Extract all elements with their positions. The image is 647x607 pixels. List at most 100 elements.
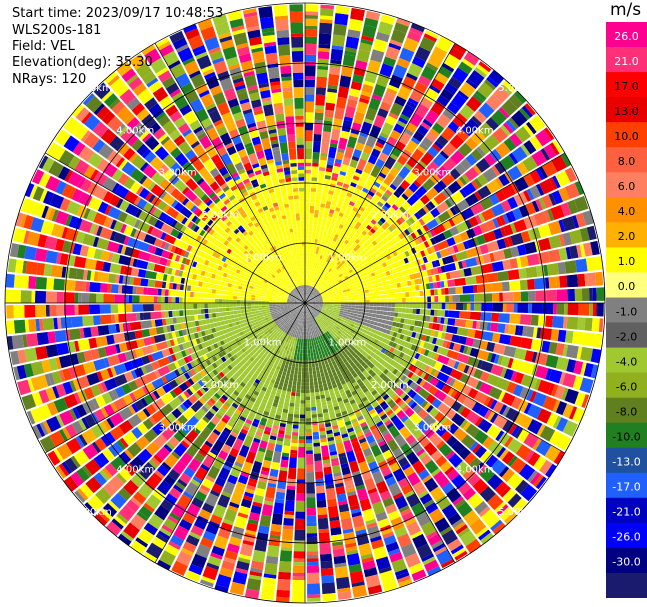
- gate: [333, 210, 340, 216]
- gate: [321, 192, 328, 198]
- gate: [338, 288, 343, 292]
- gate: [412, 222, 420, 230]
- gate: [364, 289, 369, 293]
- gate: [441, 295, 446, 302]
- gate: [412, 297, 417, 303]
- gate: [301, 367, 305, 372]
- gate: [345, 176, 352, 182]
- gate: [401, 203, 409, 211]
- gate: [426, 315, 431, 322]
- gate: [484, 283, 492, 293]
- gate: [287, 413, 294, 418]
- gate: [384, 303, 388, 307]
- gate: [362, 236, 369, 242]
- gate: [362, 279, 367, 284]
- gate: [402, 221, 410, 229]
- gate: [411, 331, 417, 338]
- gate: [319, 15, 333, 20]
- gate: [305, 342, 308, 347]
- gate: [337, 148, 345, 154]
- gate: [372, 252, 378, 258]
- gate: [334, 158, 343, 164]
- gate: [305, 346, 308, 350]
- gate: [430, 198, 439, 207]
- gate: [488, 69, 505, 85]
- gate: [305, 263, 307, 267]
- gate: [323, 268, 327, 273]
- gate: [310, 198, 316, 203]
- gate: [339, 75, 352, 88]
- gate: [308, 303, 313, 305]
- gate: [442, 257, 448, 265]
- gate: [368, 277, 374, 282]
- gate: [331, 202, 337, 207]
- gate: [352, 74, 364, 84]
- gate: [477, 82, 494, 99]
- gate: [319, 301, 323, 303]
- gate: [351, 305, 356, 308]
- gate: [305, 18, 318, 27]
- gate: [510, 223, 517, 234]
- gate: [416, 327, 422, 333]
- gate: [366, 299, 370, 303]
- gate: [401, 245, 408, 252]
- gate: [374, 270, 379, 276]
- gate: [322, 306, 327, 309]
- gate: [548, 249, 561, 263]
- gate: [455, 250, 469, 261]
- gate: [341, 205, 347, 211]
- gate: [322, 288, 326, 292]
- gate: [522, 326, 527, 337]
- gate: [309, 282, 312, 286]
- gate: [422, 205, 430, 214]
- gate: [386, 248, 392, 254]
- gate: [381, 224, 388, 231]
- gate: [318, 217, 323, 222]
- gate: [316, 499, 327, 508]
- gate: [598, 318, 604, 333]
- gate: [310, 399, 316, 404]
- gate: [454, 262, 460, 270]
- gate: [408, 216, 416, 224]
- gate: [367, 177, 375, 184]
- gate: [318, 274, 321, 278]
- gate: [411, 314, 416, 320]
- gate: [338, 267, 343, 272]
- gate: [315, 281, 319, 285]
- gate: [493, 343, 506, 355]
- gate: [416, 303, 421, 309]
- gate: [499, 334, 512, 345]
- gate: [346, 314, 351, 318]
- gate: [364, 267, 369, 272]
- gate: [365, 278, 370, 283]
- gate: [420, 194, 431, 205]
- gate: [405, 219, 413, 227]
- gate: [312, 300, 316, 302]
- gate: [337, 299, 341, 302]
- gate: [448, 76, 463, 90]
- gate: [312, 301, 316, 303]
- gate: [310, 286, 313, 290]
- gate: [343, 252, 348, 258]
- gate: [326, 287, 330, 291]
- gate: [365, 296, 370, 300]
- gate: [333, 297, 338, 300]
- gate: [326, 219, 332, 225]
- gate: [449, 270, 462, 279]
- gate: [449, 226, 460, 236]
- gate: [383, 311, 388, 316]
- gate: [311, 356, 314, 361]
- gate: [474, 303, 482, 311]
- gate: [428, 276, 433, 283]
- gate: [366, 256, 372, 262]
- gate: [362, 271, 368, 277]
- gate: [354, 171, 362, 178]
- gate: [424, 322, 430, 329]
- gate: [359, 131, 369, 138]
- gate: [314, 119, 323, 124]
- gate: [365, 306, 370, 310]
- gate: [305, 4, 319, 12]
- gate: [414, 245, 420, 253]
- gate: [443, 53, 461, 70]
- gate: [555, 170, 571, 187]
